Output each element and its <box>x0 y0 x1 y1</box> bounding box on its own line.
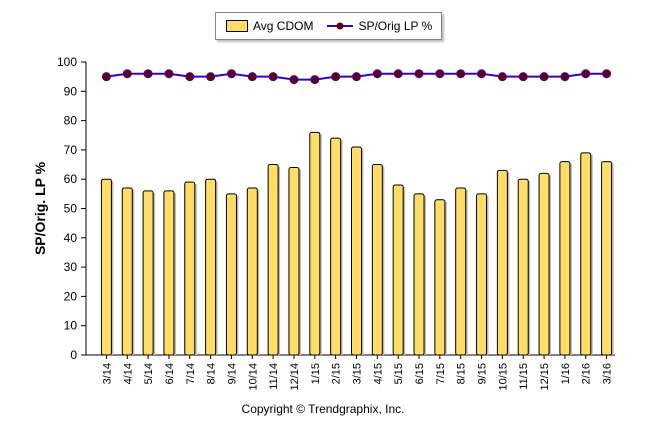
bar <box>121 187 133 356</box>
x-tick-label: 5/15 <box>393 363 405 384</box>
x-tick-label: 4/14 <box>122 363 134 384</box>
x-tick-label: 7/14 <box>185 363 197 384</box>
line-point <box>414 69 424 79</box>
line-point <box>435 69 445 79</box>
line-point <box>206 72 216 82</box>
x-tick-label: 7/15 <box>435 363 447 384</box>
x-tick-label: 3/14 <box>101 363 113 384</box>
x-tick-label: 8/15 <box>456 363 468 384</box>
line-point <box>122 69 132 79</box>
line-point <box>164 69 174 79</box>
bar <box>371 164 383 356</box>
x-tick-label: 5/14 <box>143 363 155 384</box>
bar <box>476 193 488 356</box>
line-point <box>268 72 278 82</box>
x-tick-label: 10/15 <box>497 363 509 391</box>
y-tick-label: 80 <box>64 114 78 128</box>
bar <box>225 193 237 356</box>
line-point <box>310 75 320 85</box>
x-tick-label: 3/16 <box>602 363 614 384</box>
x-tick-label: 4/15 <box>372 363 384 384</box>
x-tick-label: 6/15 <box>414 363 426 384</box>
y-tick-label: 10 <box>64 319 78 333</box>
copyright: Copyright © Trendgraphix, Inc. <box>241 402 405 416</box>
bar <box>601 161 613 356</box>
bar <box>142 190 154 356</box>
line-point <box>477 69 487 79</box>
x-tick-label: 9/15 <box>477 363 489 384</box>
bar <box>517 178 529 356</box>
line-point <box>226 69 236 79</box>
bar <box>538 172 550 356</box>
x-tick-label: 8/14 <box>206 363 218 384</box>
line-point <box>560 72 570 82</box>
bar <box>163 190 175 356</box>
bar <box>434 199 446 356</box>
x-tick-label: 9/14 <box>226 363 238 384</box>
y-tick-label: 40 <box>64 231 78 245</box>
x-tick-label: 1/15 <box>310 363 322 384</box>
bar <box>246 187 258 356</box>
line-point <box>247 72 257 82</box>
x-tick-label: 10/14 <box>247 363 259 391</box>
y-tick-label: 100 <box>57 55 77 69</box>
x-tick-label: 2/15 <box>331 363 343 384</box>
line-point <box>602 69 612 79</box>
line-point <box>497 72 507 82</box>
y-tick-label: 90 <box>64 84 78 98</box>
y-tick-label: 30 <box>64 260 78 274</box>
x-tick-label: 1/16 <box>560 363 572 384</box>
legend-swatch-bar <box>226 20 248 32</box>
bar <box>288 166 300 356</box>
x-tick-label: 6/14 <box>164 363 176 384</box>
bar <box>330 137 342 356</box>
line-point <box>539 72 549 82</box>
legend: Avg CDOM SP/Orig LP % <box>215 12 442 40</box>
bar <box>559 161 571 356</box>
x-tick-label: 12/15 <box>539 363 551 391</box>
legend-label-bar: Avg CDOM <box>253 19 314 33</box>
bar <box>184 181 196 356</box>
bar <box>580 152 592 356</box>
x-tick-label: 12/14 <box>289 363 301 391</box>
y-tick-label: 70 <box>64 143 78 157</box>
y-tick-label: 0 <box>70 348 77 362</box>
bar <box>267 164 279 356</box>
line-point <box>581 69 591 79</box>
bar <box>351 146 362 356</box>
y-tick-label: 20 <box>64 289 78 303</box>
y-tick-label: 60 <box>64 172 78 186</box>
line-point <box>289 75 299 85</box>
x-tick-label: 3/15 <box>352 363 364 384</box>
y-tick-label: 50 <box>64 202 78 216</box>
bar <box>496 169 508 356</box>
x-tick-label: 2/16 <box>581 363 593 384</box>
legend-label-line: SP/Orig LP % <box>358 19 433 33</box>
line-point <box>352 72 361 82</box>
line-point <box>372 69 382 79</box>
line-point <box>185 72 195 82</box>
line-point <box>101 72 111 82</box>
line-point <box>518 72 528 82</box>
bar <box>205 178 217 356</box>
bar <box>309 131 321 356</box>
x-tick-label: 11/15 <box>518 363 530 390</box>
line-point <box>331 72 341 82</box>
line-point <box>456 69 466 79</box>
line-point <box>393 69 403 79</box>
bar <box>392 184 404 356</box>
bar <box>413 193 425 356</box>
bar <box>455 187 467 356</box>
legend-swatch-line <box>327 22 354 30</box>
line-point <box>143 69 153 79</box>
x-tick-label: 11/14 <box>268 363 280 390</box>
y-axis-label: SP/Orig. LP % <box>32 161 48 255</box>
bar <box>100 178 112 356</box>
